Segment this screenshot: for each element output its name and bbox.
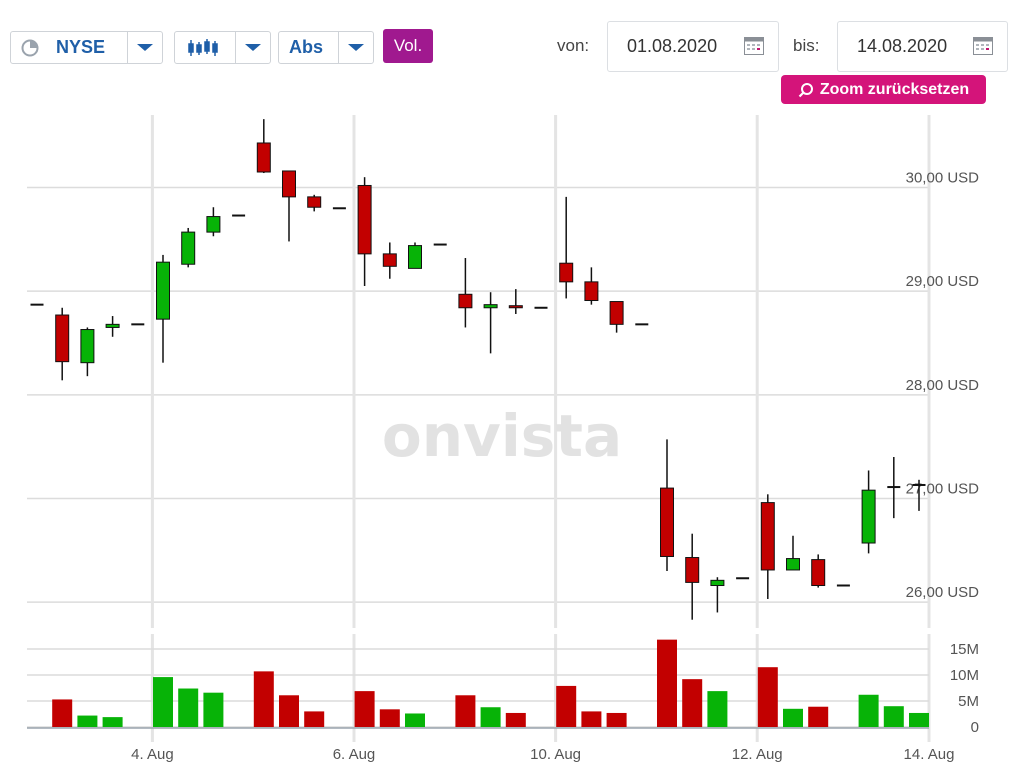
- candle-body: [787, 559, 800, 570]
- candle-body: [509, 306, 522, 308]
- candle-body: [484, 305, 497, 308]
- candle: [308, 195, 321, 212]
- candle: [358, 177, 371, 286]
- date-tick-label: 4. Aug: [131, 746, 174, 763]
- candle: [81, 327, 94, 376]
- candle: [106, 316, 119, 337]
- candle: [484, 292, 497, 353]
- volume-bar: [178, 689, 198, 727]
- candle: [459, 258, 472, 327]
- candle: [207, 207, 220, 236]
- candle-body: [207, 217, 220, 233]
- candle: [383, 242, 396, 278]
- volume-bar: [77, 716, 97, 727]
- candle: [560, 197, 573, 299]
- candle: [686, 534, 699, 620]
- candle: [182, 228, 195, 267]
- candle-body: [686, 558, 699, 583]
- volume-bar: [682, 679, 702, 727]
- candle-body: [862, 490, 875, 543]
- candle-body: [409, 246, 422, 269]
- candle-body: [81, 330, 94, 363]
- volume-bar: [859, 695, 879, 727]
- candles: [31, 119, 926, 620]
- candle-body: [257, 143, 270, 172]
- price-axis: 26,00 USD 27,00 USD 28,00 USD 29,00 USD 30,0…: [906, 170, 980, 602]
- price-tick-label: 29,00 USD: [906, 273, 980, 290]
- price-tick-label: 28,00 USD: [906, 377, 980, 394]
- candle: [711, 577, 724, 612]
- volume-bar: [707, 691, 727, 727]
- candle-body: [283, 171, 296, 197]
- volume-bar: [657, 640, 677, 727]
- volume-bar: [103, 717, 123, 727]
- candle-body: [711, 580, 724, 585]
- volume-bar: [405, 713, 425, 727]
- price-tick-label: 30,00 USD: [906, 170, 980, 187]
- candle: [509, 289, 522, 314]
- candle: [585, 267, 598, 304]
- candle-body: [308, 197, 321, 207]
- candle-body: [761, 503, 774, 570]
- volume-tick-label: 10M: [950, 667, 979, 684]
- candle-body: [560, 263, 573, 282]
- volume-bar: [279, 695, 299, 727]
- volume-bars: [52, 640, 929, 727]
- candle-body: [106, 324, 119, 327]
- candle-body: [661, 488, 674, 556]
- volume-tick-label: 5M: [958, 693, 979, 710]
- date-tick-label: 14. Aug: [904, 746, 955, 763]
- volume-bar: [909, 713, 929, 727]
- price-tick-label: 26,00 USD: [906, 584, 980, 601]
- candle-body: [157, 262, 170, 319]
- watermark: onvista: [382, 402, 622, 470]
- volume-bar: [455, 695, 475, 727]
- candle-body: [383, 254, 396, 266]
- volume-bar: [254, 671, 274, 727]
- date-tick-label: 12. Aug: [732, 746, 783, 763]
- candle-body: [358, 185, 371, 253]
- volume-bar: [581, 711, 601, 727]
- candle-body: [585, 282, 598, 301]
- candle: [283, 171, 296, 241]
- candle: [661, 439, 674, 571]
- candle: [409, 242, 422, 268]
- volume-bar: [808, 707, 828, 727]
- date-tick-label: 6. Aug: [333, 746, 376, 763]
- candle: [787, 536, 800, 570]
- volume-bar: [380, 709, 400, 727]
- volume-bar: [355, 691, 375, 727]
- candle: [157, 255, 170, 363]
- candle: [812, 554, 825, 587]
- candle-body: [459, 294, 472, 307]
- volume-bar: [884, 706, 904, 727]
- volume-bar: [481, 707, 501, 727]
- volume-bar: [783, 709, 803, 727]
- volume-bar: [758, 667, 778, 727]
- date-tick-label: 10. Aug: [530, 746, 581, 763]
- candle-body: [182, 232, 195, 264]
- volume-bar: [52, 699, 72, 727]
- candle: [887, 457, 900, 518]
- candle-body: [56, 315, 69, 362]
- volume-tick-label: 15M: [950, 641, 979, 658]
- candle-body: [610, 302, 623, 325]
- price-tick-label: 27,00 USD: [906, 480, 980, 497]
- volume-bar: [203, 693, 223, 727]
- volume-bar: [506, 713, 526, 727]
- volume-bar: [153, 677, 173, 727]
- candle: [56, 308, 69, 381]
- volume-bar: [304, 711, 324, 727]
- candle: [610, 302, 623, 333]
- candle: [761, 494, 774, 599]
- candle-body: [812, 560, 825, 586]
- volume-bar: [556, 686, 576, 727]
- time-axis: 4. Aug 6. Aug 10. Aug 12. Aug 14. Aug: [131, 746, 954, 763]
- volume-tick-label: 0: [971, 719, 979, 736]
- candle: [257, 119, 270, 173]
- volume-axis: 0 5M 10M 15M: [950, 641, 979, 736]
- candle: [862, 470, 875, 553]
- volume-bar: [607, 713, 627, 727]
